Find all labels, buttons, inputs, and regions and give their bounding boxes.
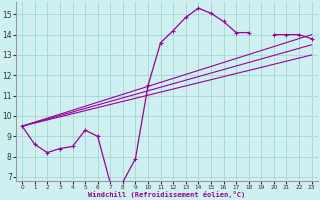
X-axis label: Windchill (Refroidissement éolien,°C): Windchill (Refroidissement éolien,°C) [88, 191, 245, 198]
